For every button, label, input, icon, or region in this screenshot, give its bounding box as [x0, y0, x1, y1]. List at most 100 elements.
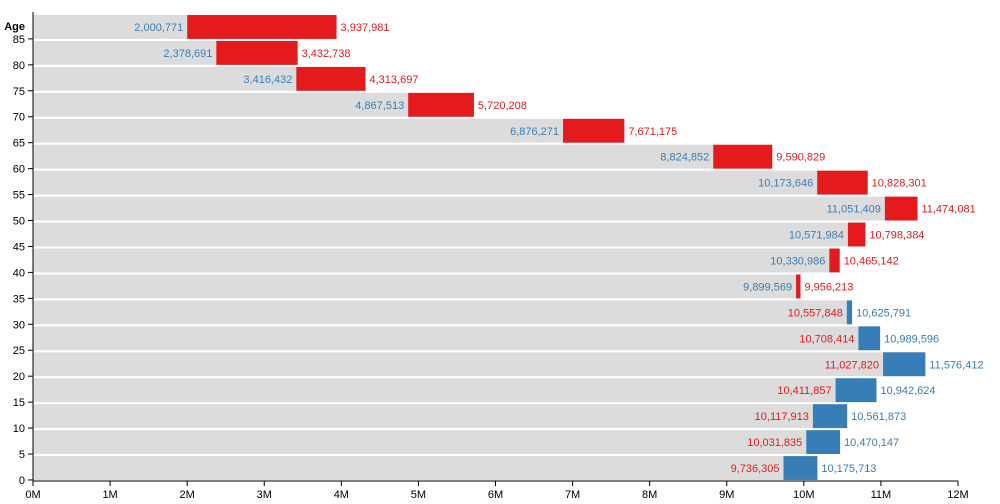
data-label-low: 9,736,305 [731, 463, 780, 475]
background-bar [33, 196, 918, 221]
x-tick-label: 12M [947, 489, 968, 501]
x-tick-label: 3M [257, 489, 272, 501]
data-label-high: 10,465,142 [844, 255, 899, 267]
x-tick-label: 10M [793, 489, 814, 501]
range-bar [408, 92, 474, 117]
y-tick-label: 55 [13, 190, 25, 202]
range-bar [817, 170, 868, 195]
data-label-high: 7,671,175 [628, 126, 677, 138]
data-label-low: 10,411,857 [777, 385, 831, 397]
range-bar [187, 15, 337, 39]
data-label-low: 6,876,271 [510, 126, 559, 138]
data-label-high: 4,313,697 [370, 74, 419, 86]
background-bar [33, 326, 881, 351]
background-bar [33, 378, 877, 403]
data-label-low: 10,557,848 [788, 307, 843, 319]
data-label-high: 5,720,208 [478, 100, 527, 112]
y-tick-label: 45 [13, 241, 25, 253]
background-bar [33, 352, 926, 377]
y-tick-label: 40 [13, 267, 25, 279]
x-tick-label: 4M [334, 489, 349, 501]
data-label-low: 9,899,569 [743, 281, 792, 293]
background-bar [33, 144, 773, 169]
data-label-low: 2,378,691 [163, 48, 212, 60]
data-label-low: 11,051,409 [827, 204, 881, 216]
data-label-high: 11,576,412 [929, 359, 983, 371]
data-label-high: 10,175,713 [821, 463, 876, 475]
background-bar [33, 92, 474, 117]
background-bar [33, 170, 868, 195]
range-bar [812, 404, 848, 429]
range-bar [858, 326, 881, 351]
y-tick-label: 20 [13, 371, 25, 383]
x-tick-label: 9M [719, 489, 734, 501]
background-bar [33, 222, 866, 247]
range-bar [216, 40, 298, 65]
axes: Age 0 5 10 15 20 25 30 35 40 45 50 55 60 65 70 75 80 85 0M… [4, 12, 969, 501]
data-label-high: 10,989,596 [884, 333, 939, 345]
x-tick-label: 6M [488, 489, 503, 501]
data-label-low: 4,867,513 [355, 100, 404, 112]
x-tick-label: 7M [565, 489, 580, 501]
x-tick-label: 11M [871, 489, 892, 501]
y-tick-label: 35 [13, 293, 25, 305]
range-bars [187, 15, 926, 480]
background-bar [33, 300, 853, 325]
data-label-low: 3,416,432 [243, 74, 292, 86]
range-bar [713, 144, 773, 169]
y-tick-label: 30 [13, 319, 25, 331]
data-label-low: 10,173,646 [758, 178, 813, 190]
range-bar [796, 274, 801, 299]
y-tick-label: 25 [13, 345, 25, 357]
x-tick-label: 5M [411, 489, 426, 501]
range-bar [847, 222, 866, 247]
data-label-low: 10,117,913 [755, 411, 809, 423]
background-bar [33, 248, 840, 273]
y-tick-label: 15 [13, 397, 25, 409]
background-bar [33, 118, 625, 143]
y-tick-label: 0 [19, 475, 25, 487]
data-label-high: 10,625,791 [856, 307, 911, 319]
data-label-high: 11,474,081 [921, 204, 975, 216]
data-label-high: 3,432,738 [302, 48, 351, 60]
data-label-low: 2,000,771 [134, 22, 183, 34]
range-bar [835, 378, 877, 403]
data-label-high: 10,942,624 [880, 385, 935, 397]
range-bar [806, 430, 841, 455]
x-tick-label: 8M [642, 489, 657, 501]
range-bar [563, 118, 625, 143]
background-bar [33, 430, 841, 455]
data-label-high: 3,937,981 [341, 22, 390, 34]
y-tick-label: 10 [13, 423, 25, 435]
data-label-high: 9,956,213 [804, 281, 853, 293]
range-bar [783, 456, 818, 480]
range-bar [829, 248, 840, 273]
range-bar [884, 196, 918, 221]
data-label-high: 10,470,147 [844, 437, 899, 449]
y-tick-label: 85 [13, 34, 25, 46]
y-tick-label: 80 [13, 60, 25, 72]
x-tick-label: 0M [25, 489, 40, 501]
data-label-low: 8,824,852 [660, 152, 709, 164]
y-tick-label: 5 [19, 449, 25, 461]
data-label-high: 10,798,384 [869, 230, 924, 242]
data-label-low: 10,330,986 [770, 255, 825, 267]
data-label-low: 11,027,820 [825, 359, 879, 371]
data-label-low: 10,031,835 [747, 437, 802, 449]
data-label-high: 9,590,829 [776, 152, 825, 164]
y-tick-label: 70 [13, 112, 25, 124]
background-bar [33, 66, 366, 91]
y-tick-label: 65 [13, 138, 25, 150]
data-label-high: 10,561,873 [851, 411, 906, 423]
background-bar [33, 274, 801, 299]
background-bar [33, 456, 818, 480]
data-label-high: 10,828,301 [872, 178, 927, 190]
y-axis-title: Age [4, 21, 25, 33]
range-bar [883, 352, 926, 377]
data-label-low: 10,571,984 [789, 230, 844, 242]
value-labels: 9,736,305 10,175,713 10,031,835 10,470,147 1… [134, 22, 983, 475]
x-tick-label: 2M [180, 489, 195, 501]
background-bar [33, 404, 848, 429]
range-bar [846, 300, 853, 325]
x-tick-label: 1M [102, 489, 117, 501]
